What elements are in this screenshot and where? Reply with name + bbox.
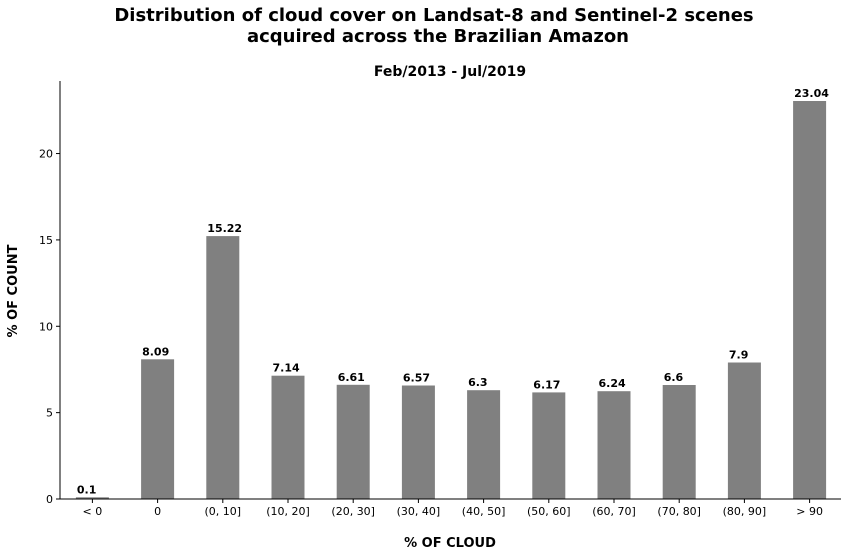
x-tick-label: 0 bbox=[154, 505, 161, 518]
x-ticks: < 0 0 (0, 10] (10, 20] (20, 30] (30, 40] (40, … bbox=[83, 499, 823, 518]
bar-value-label: 6.3 bbox=[468, 376, 488, 389]
bar-value-label: 6.17 bbox=[533, 378, 560, 391]
bar bbox=[401, 385, 435, 499]
bar bbox=[271, 375, 305, 499]
bar-value-label: 6.24 bbox=[599, 377, 626, 390]
bar bbox=[793, 101, 827, 499]
bar-value-label: 15.22 bbox=[207, 222, 242, 235]
x-tick-label: < 0 bbox=[83, 505, 103, 518]
y-tick-label: 0 bbox=[46, 493, 53, 506]
bar bbox=[75, 497, 109, 499]
bar-value-label: 7.14 bbox=[273, 362, 300, 375]
y-tick-label: 15 bbox=[39, 234, 53, 247]
x-tick-label: > 90 bbox=[796, 505, 823, 518]
bar-value-label: 7.9 bbox=[729, 349, 749, 362]
bar-value-label: 23.04 bbox=[794, 87, 829, 100]
y-axis-label: % OF COUNT bbox=[6, 244, 21, 337]
bar bbox=[206, 236, 240, 499]
x-tick-label: (60, 70] bbox=[592, 505, 636, 518]
y-tick-label: 10 bbox=[39, 320, 53, 333]
bar-value-label: 6.57 bbox=[403, 372, 430, 385]
x-tick-label: (40, 50] bbox=[462, 505, 506, 518]
bar-value-label: 0.1 bbox=[77, 483, 97, 496]
bar bbox=[727, 362, 761, 499]
y-tick-label: 20 bbox=[39, 148, 53, 161]
bar-value-label: 8.09 bbox=[142, 345, 169, 358]
x-tick-label: (10, 20] bbox=[266, 505, 310, 518]
x-axis-label: % OF CLOUD bbox=[404, 536, 496, 551]
y-ticks: 0 5 10 15 20 bbox=[39, 148, 60, 506]
bar bbox=[662, 385, 696, 499]
bar bbox=[532, 392, 566, 499]
x-tick-label: (0, 10] bbox=[205, 505, 242, 518]
bar-value-label: 6.6 bbox=[664, 371, 684, 384]
y-tick-label: 5 bbox=[46, 407, 53, 420]
x-tick-label: (80, 90] bbox=[723, 505, 767, 518]
bar bbox=[141, 359, 175, 499]
x-tick-label: (30, 40] bbox=[397, 505, 441, 518]
chart-subtitle: Feb/2013 - Jul/2019 bbox=[374, 64, 526, 80]
bar bbox=[467, 390, 501, 499]
bar-value-labels: 0.1 8.09 15.22 7.14 6.61 6.57 6.3 6.17 6.24 6.6 7.… bbox=[77, 87, 829, 496]
bar-value-label: 6.61 bbox=[338, 371, 365, 384]
bar bbox=[336, 384, 370, 499]
x-tick-label: (20, 30] bbox=[331, 505, 375, 518]
bar bbox=[597, 391, 631, 499]
bars-group bbox=[75, 101, 827, 499]
chart-title-line-2: acquired across the Brazilian Amazon bbox=[247, 26, 629, 47]
x-tick-label: (70, 80] bbox=[657, 505, 701, 518]
x-tick-label: (50, 60] bbox=[527, 505, 571, 518]
chart-title-line-1: Distribution of cloud cover on Landsat-8… bbox=[114, 5, 753, 26]
